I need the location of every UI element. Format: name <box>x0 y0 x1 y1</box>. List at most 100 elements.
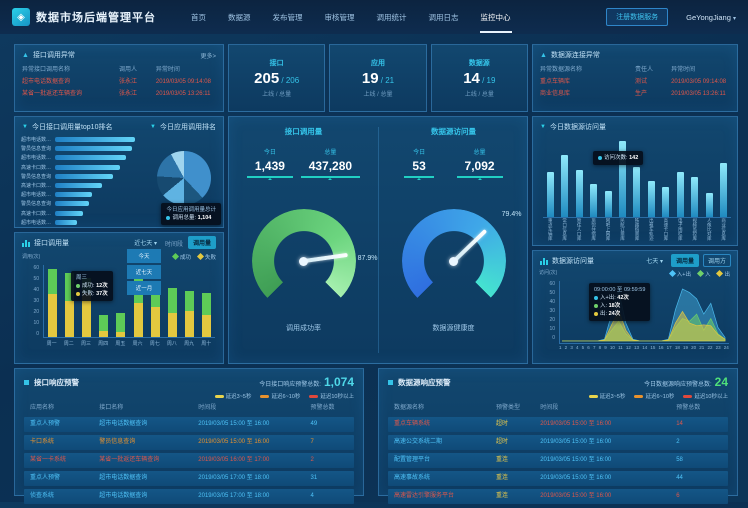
datasource-visit-half: 数据源访问量 今日 53 总量 7,092 79.4% 数据源健康度 <box>379 117 528 363</box>
nav-item-3[interactable]: 发布管理 <box>272 12 303 22</box>
header-cell: 预警类型 <box>496 405 521 411</box>
call-volume-button[interactable]: 调用量 <box>187 236 216 249</box>
range-dropdown[interactable]: 近七天 ▾ <box>134 241 157 247</box>
alert-cell: 2019/03/05 13:26:11 <box>671 91 726 97</box>
alert-row: 重点车辆库 测试 2019/03/05 09:14:08 <box>540 76 730 88</box>
user-menu[interactable]: GeYongJiang ▾ <box>686 13 736 22</box>
cell: 高速雷达引擎服务平台 <box>394 493 455 499</box>
tooltip-title: 周三 <box>76 275 88 281</box>
failed-segment <box>167 313 177 337</box>
x-tick-label: 4 <box>575 345 579 350</box>
stat-card-value: 19 / 21 <box>361 70 395 87</box>
v-bar <box>618 141 626 217</box>
x-tick-label: 19 <box>682 345 688 350</box>
dropdown-option-近一月[interactable]: 近一月 <box>127 281 161 295</box>
x-axis-labels: 重点车辆库 常口信息库 暂住人口库 旅馆住宿库 网吧上网库 民航订票库 铁路购票库 出租车轨迹… <box>543 218 731 242</box>
success-segment <box>150 285 160 307</box>
datasource-warning-title: 数据源响应预警 <box>398 377 451 387</box>
legend-dot-icon <box>594 311 598 316</box>
caller-button[interactable]: 调用方 <box>702 254 731 267</box>
bar-label: 超市电话数据查询 <box>21 155 55 162</box>
bar <box>55 146 132 152</box>
x-tick-label: 周三 <box>80 341 91 347</box>
pie-tooltip-value: 1,104 <box>197 215 212 221</box>
call-volume-button[interactable]: 调用量 <box>670 254 699 267</box>
stat-card-value: 14 / 19 <box>463 70 496 87</box>
x-tick-label: 周四 <box>98 341 109 347</box>
top10-bar-row: 警员信息查询 <box>21 144 137 153</box>
stat-card-value: 205 / 206 <box>254 70 300 87</box>
legend-item: 入+出 <box>668 269 691 278</box>
bar-label: 高速卡口数据查询 <box>21 210 55 217</box>
x-tick-label: 23 <box>715 345 721 350</box>
v-bar <box>705 192 713 217</box>
legend-dot-icon <box>594 295 598 300</box>
stacked-bar-chart <box>43 265 215 338</box>
alert-header-cell: 异常时间 <box>155 67 180 73</box>
alert-cell: 生产 <box>635 91 648 97</box>
health-gauge: 79.4% <box>401 209 522 313</box>
total-stat: 总量 437,280 <box>300 147 361 180</box>
interface-alert-panel: ▲ 接口调用异常 更多> 异常接口调用名称 调用人 异常时间 超市电话数据查询 张永江 2… <box>14 44 224 112</box>
legend-item: 入 <box>696 269 710 278</box>
v-bar <box>676 172 684 217</box>
v-bar <box>546 172 554 217</box>
stat-card-title: 数据源 <box>468 60 490 67</box>
interface-alert-title: 接口调用异常 <box>32 52 75 59</box>
cell: 2019/03/05 15:00 至 16:00 <box>540 439 612 445</box>
vbar-tooltip: 访问次数: 142 <box>593 151 644 165</box>
header-cell: 应用名称 <box>30 405 55 411</box>
alert-cell: 某省一批返还车辆查询 <box>22 91 83 97</box>
nav-item-4[interactable]: 审核管理 <box>324 12 355 22</box>
bar-label: 超市电话数据查询 <box>21 192 55 199</box>
bar <box>55 219 77 225</box>
section-title: 接口调用量 <box>284 127 323 136</box>
failed-segment <box>116 332 126 337</box>
register-data-service-button[interactable]: 注册数据服务 <box>606 8 669 26</box>
cell: 超时 <box>496 421 509 427</box>
divider <box>378 127 379 353</box>
table-row: 高速公交系统二期 超时 2019/03/05 15:00 至 16:00 2 <box>388 435 728 450</box>
failed-segment <box>133 303 143 337</box>
nav-item-5[interactable]: 调用统计 <box>376 12 407 22</box>
v-bar <box>662 186 670 217</box>
dropdown-option-今天[interactable]: 今天 <box>127 249 161 263</box>
x-tick-label: 13 <box>634 345 640 350</box>
nav-item-7[interactable]: 监控中心 <box>479 2 512 33</box>
datasource-daily-title: 今日数据源访问量 <box>549 124 606 131</box>
stacked-bar <box>150 285 160 337</box>
datasource-daily-panel: ▼ 今日数据源访问量 重点车辆库 常口信息库 暂住人口库 旅馆住宿库 网吧上网库 民航订票… <box>532 116 738 246</box>
top10-title: 今日接口调用量top10排名 <box>31 124 113 131</box>
more-link[interactable]: 更多> <box>200 53 216 60</box>
x-tick-label: 16 <box>658 345 664 350</box>
alert-cell: 张永江 <box>119 79 138 85</box>
top-header: ◈ 数据市场后端管理平台 首页 数据源 发布管理 审核管理 调用统计 调用日志 监控中心 注… <box>0 0 748 34</box>
x-tick-label: 暂住人口库 <box>577 218 583 241</box>
gauge-caption: 数据源健康度 <box>432 325 475 332</box>
range-dropdown[interactable]: 七天 ▾ <box>646 259 663 265</box>
cell: 某省一批返还车辆查询 <box>99 457 160 463</box>
y-tick-label: 0 <box>36 331 39 337</box>
nav-item-6[interactable]: 调用日志 <box>428 12 459 22</box>
today-stat: 今日 1,439 <box>246 147 293 180</box>
app-call-pie-chart <box>157 151 211 205</box>
dropdown-option-近七天[interactable]: 近七天 <box>127 265 161 279</box>
nav-item-1[interactable]: 首页 <box>191 12 206 22</box>
header-right: 注册数据服务 GeYongJiang ▾ <box>606 8 736 26</box>
failed-segment <box>201 315 211 337</box>
nav-item-2[interactable]: 数据源 <box>228 12 251 22</box>
bar <box>55 183 102 189</box>
interface-warning-title: 接口响应预警 <box>34 377 79 387</box>
warning-total-label: 今日接口响应预警总数: <box>259 382 321 388</box>
x-tick-label: 1 <box>559 345 562 350</box>
x-axis-labels: 周一 周二 周三 周四 周五 周六 周七 周八 周九 周十 <box>43 340 215 347</box>
cell: 2019/03/05 15:00 至 16:00 <box>540 475 612 481</box>
x-tick-label: 8 <box>598 345 602 350</box>
header-cell: 数据源名称 <box>394 405 425 411</box>
top10-bar-row: 高速卡口数据查询 <box>21 163 137 172</box>
interface-call-half: 接口调用量 今日 1,439 总量 437,280 87.9% 调用成功率 <box>229 117 378 363</box>
pie-tooltip-label: 调用总量 <box>172 215 195 221</box>
alert-cell: 2019/03/05 13:26:11 <box>155 91 211 97</box>
x-tick-label: 周二 <box>63 341 74 347</box>
tooltip-value: 18次 <box>608 303 621 309</box>
